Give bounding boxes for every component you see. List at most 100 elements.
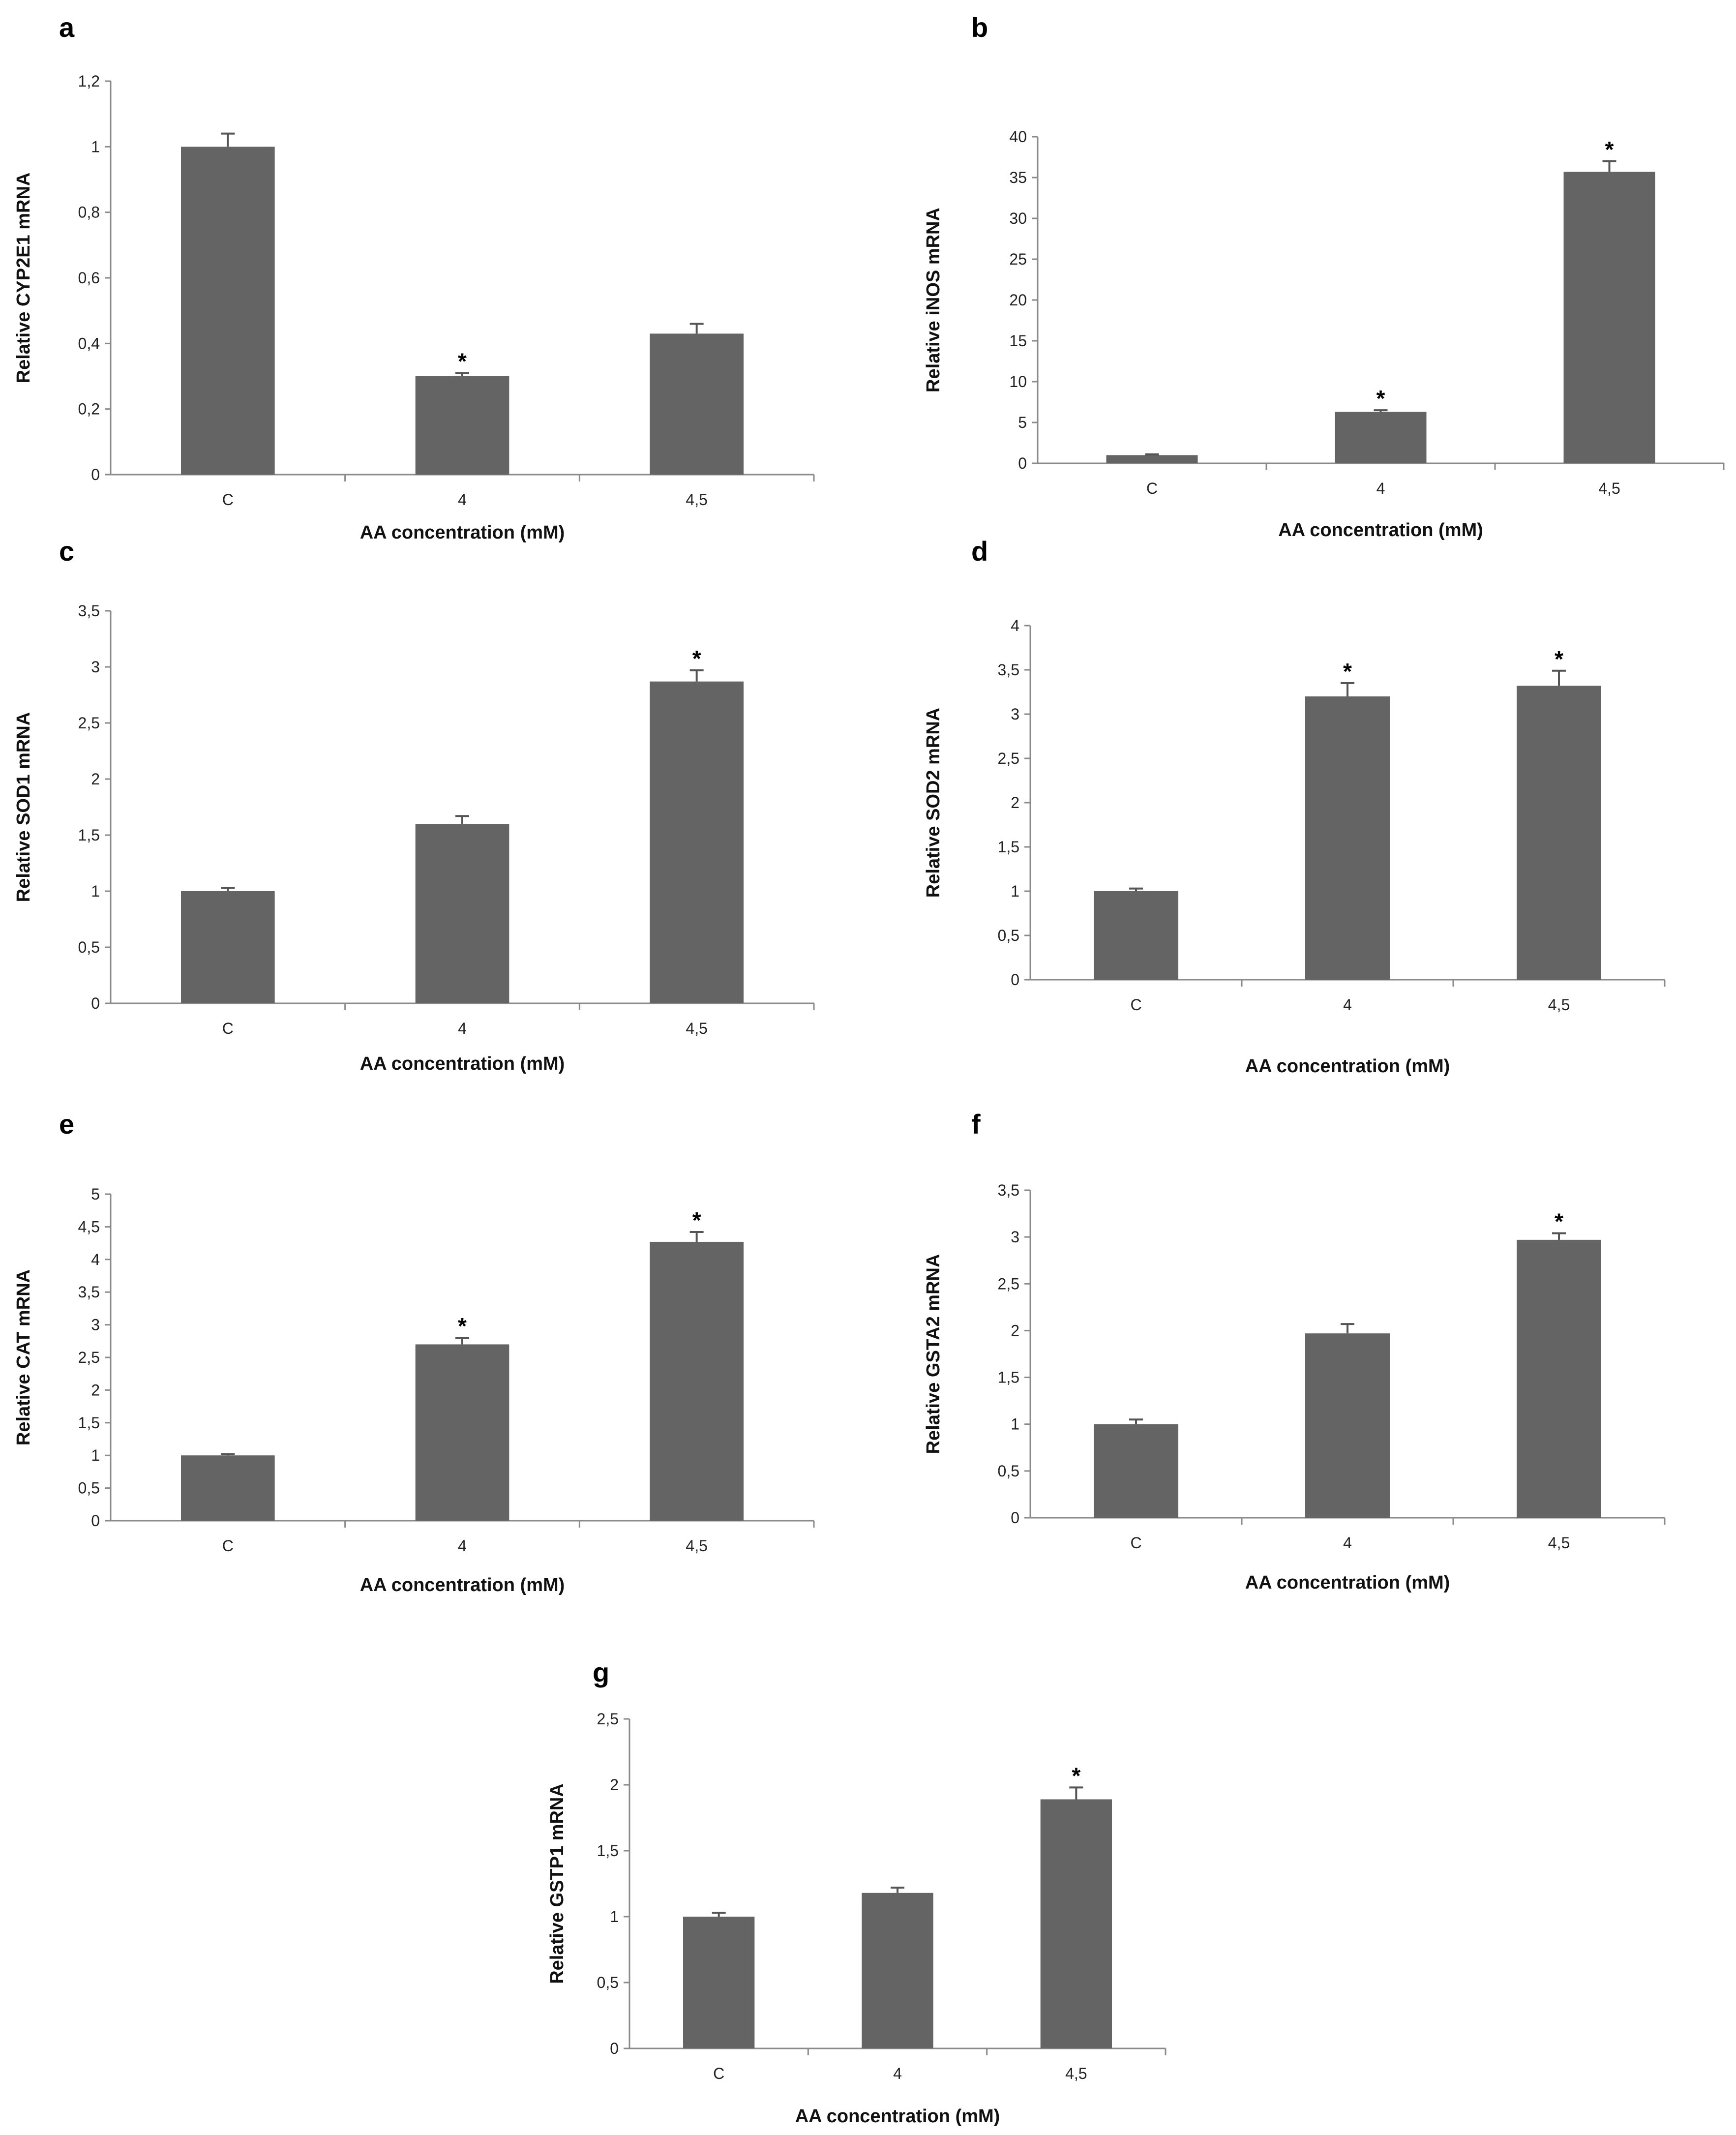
bar-4-5 (650, 1241, 744, 1521)
y-tick-label: 1 (91, 138, 100, 155)
significance-star: * (1605, 137, 1614, 162)
x-axis-title: AA concentration (mM) (360, 1053, 565, 1074)
y-tick-label: 4 (1011, 617, 1019, 634)
x-tick-label: 4,5 (686, 1537, 707, 1555)
significance-star: * (1555, 1209, 1563, 1234)
panel-letter: c (59, 536, 74, 567)
y-axis-title: Relative SOD2 mRNA (923, 708, 944, 898)
y-tick-label: 1,2 (78, 72, 100, 90)
x-axis-title: AA concentration (mM) (1245, 1056, 1450, 1077)
y-tick-label: 3,5 (998, 1181, 1019, 1199)
x-tick-label: 4 (1343, 1534, 1352, 1552)
y-tick-label: 2 (1011, 794, 1019, 812)
x-tick-label: 4,5 (1065, 2065, 1087, 2082)
y-tick-label: 4,5 (78, 1218, 100, 1235)
x-tick-label: 4,5 (1548, 996, 1570, 1014)
significance-star: * (1343, 659, 1352, 684)
y-tick-label: 4 (91, 1251, 100, 1268)
significance-star: * (1072, 1763, 1080, 1788)
y-tick-label: 0,5 (998, 927, 1019, 944)
y-tick-label: 3,5 (78, 1283, 100, 1301)
x-tick-label: 4 (1343, 996, 1352, 1014)
x-tick-label: C (713, 2065, 724, 2082)
chart-svg-e: e 0 0,5 1 1,5 2 2,5 3 3,5 4 4,5 5 C * 4 * 4,5 AA concentr… (13, 1109, 815, 1595)
significance-star: * (1555, 646, 1563, 672)
y-tick-label: 0 (91, 994, 100, 1012)
x-tick-label: 4 (458, 491, 467, 509)
y-tick-label: 0,5 (78, 938, 100, 956)
bar-C (1094, 1424, 1178, 1518)
x-tick-label: 4 (1377, 480, 1385, 497)
y-tick-label: 0 (91, 466, 100, 483)
y-tick-label: 10 (1009, 373, 1027, 391)
bar-4-5 (1563, 172, 1655, 463)
chart-panel-b: b 0 5 10 15 20 25 30 35 40 C * 4 * 4,5 AA concentration… (868, 0, 1736, 551)
y-axis-title: Relative CAT mRNA (13, 1269, 34, 1445)
significance-star: * (692, 646, 701, 671)
y-axis-title: Relative SOD1 mRNA (13, 712, 34, 902)
panel-letter: e (59, 1109, 74, 1140)
x-tick-label: 4,5 (1598, 480, 1620, 497)
y-tick-label: 0,6 (78, 269, 100, 287)
significance-star: * (458, 348, 467, 374)
chart-panel-c: c 0 0,5 1 1,5 2 2,5 3 3,5 C 4 * 4,5 AA concentration … (0, 536, 868, 1094)
bar-4 (415, 1344, 509, 1521)
chart-svg-c: c 0 0,5 1 1,5 2 2,5 3 3,5 C 4 * 4,5 AA concentration … (13, 536, 815, 1074)
chart-panel-f: f 0 0,5 1 1,5 2 2,5 3 3,5 C 4 * 4,5 AA concentration … (868, 1109, 1736, 1643)
y-tick-label: 0,4 (78, 334, 100, 352)
bar-4-5 (1040, 1799, 1112, 2048)
bar-C (1094, 891, 1178, 980)
chart-panel-e: e 0 0,5 1 1,5 2 2,5 3 3,5 4 4,5 5 C * 4 * 4,5 AA concentr… (0, 1109, 868, 1643)
bar-C (1106, 455, 1198, 463)
y-tick-label: 1 (91, 1446, 100, 1464)
chart-panel-a: a 0 0,2 0,4 0,6 0,8 1 1,2 C * 4 4,5 AA concentration… (0, 0, 868, 551)
x-axis-title: AA concentration (mM) (1278, 520, 1483, 541)
x-tick-label: 4,5 (1548, 1534, 1570, 1552)
chart-svg-d: d 0 0,5 1 1,5 2 2,5 3 3,5 4 C * 4 * 4,5 AA concentratio… (923, 536, 1666, 1077)
bar-C (181, 147, 275, 475)
y-tick-label: 3 (91, 658, 100, 676)
y-tick-label: 1 (610, 1908, 619, 1925)
panel-letter: g (593, 1657, 609, 1688)
y-tick-label: 0,8 (78, 204, 100, 221)
bar-4-5 (1517, 1239, 1601, 1518)
y-tick-label: 1 (1011, 882, 1019, 900)
x-tick-label: C (1130, 1534, 1141, 1552)
x-tick-label: C (222, 491, 234, 509)
y-tick-label: 1 (1011, 1415, 1019, 1433)
significance-star: * (692, 1207, 701, 1233)
y-tick-label: 3 (1011, 1228, 1019, 1246)
bar-4-5 (650, 333, 744, 475)
y-tick-label: 3,5 (998, 661, 1019, 679)
x-tick-label: C (222, 1537, 234, 1555)
y-tick-label: 0 (1018, 454, 1027, 472)
y-tick-label: 25 (1009, 250, 1027, 268)
y-tick-label: 1,5 (78, 1414, 100, 1432)
panel-letter: d (971, 536, 988, 567)
y-tick-label: 0 (91, 1512, 100, 1530)
chart-svg-g: g 0 0,5 1 1,5 2 2,5 C 4 * 4,5 AA concentration (mM)… (547, 1657, 1167, 2127)
y-tick-label: 0,2 (78, 400, 100, 418)
y-tick-label: 2,5 (78, 714, 100, 732)
y-tick-label: 1,5 (78, 826, 100, 844)
y-tick-label: 0,5 (597, 1974, 619, 1991)
x-tick-label: 4 (458, 1020, 467, 1037)
y-tick-label: 2 (91, 770, 100, 788)
y-tick-label: 2 (91, 1381, 100, 1399)
y-tick-label: 0,5 (998, 1462, 1019, 1480)
x-tick-label: C (1130, 996, 1141, 1014)
y-tick-label: 5 (1018, 414, 1027, 431)
chart-panel-g: g 0 0,5 1 1,5 2 2,5 C 4 * 4,5 AA concentration (mM)… (541, 1643, 1254, 2135)
bar-C (181, 891, 275, 1003)
y-tick-label: 0 (610, 2040, 619, 2057)
y-tick-label: 3,5 (78, 602, 100, 620)
y-tick-label: 1,5 (998, 1369, 1019, 1386)
y-tick-label: 3 (91, 1316, 100, 1334)
y-tick-label: 0,5 (78, 1479, 100, 1497)
x-axis-title: AA concentration (mM) (795, 2106, 1000, 2127)
y-axis-title: Relative iNOS mRNA (923, 208, 944, 392)
bar-C (181, 1455, 275, 1521)
x-tick-label: 4,5 (686, 1020, 707, 1037)
y-tick-label: 15 (1009, 332, 1027, 350)
y-tick-label: 20 (1009, 291, 1027, 309)
